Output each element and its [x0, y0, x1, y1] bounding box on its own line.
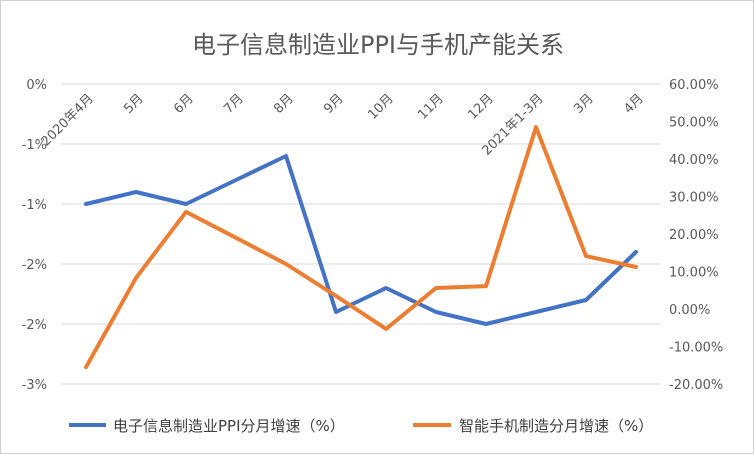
legend-label-ppi: 电子信息制造业PPI分月增速（%）: [113, 417, 345, 435]
left-tick-label: -2%: [22, 318, 47, 333]
right-tick-label: 40.00%: [669, 153, 719, 168]
legend-label-smartphone: 智能手机制造分月增速（%）: [459, 417, 653, 435]
right-tick-label: 20.00%: [669, 228, 719, 243]
chart-title: 电子信息制造业PPI与手机产能关系: [192, 31, 564, 59]
x-tick-label: 2020年4月: [39, 91, 97, 149]
x-tick-label: 5月: [121, 91, 147, 117]
series-line-ppi: [86, 156, 636, 324]
left-tick-label: -3%: [22, 378, 47, 393]
x-tick-label: 11月: [415, 91, 446, 122]
x-tick-label: 9月: [321, 91, 347, 117]
x-tick-label: 7月: [221, 91, 247, 117]
right-tick-label: 0.00%: [669, 303, 710, 318]
left-tick-label: -1%: [22, 198, 47, 213]
right-tick-label: -20.00%: [669, 378, 723, 393]
series-line-smartphone: [86, 127, 636, 367]
legend: 电子信息制造业PPI分月增速（%） 智能手机制造分月增速（%）: [69, 417, 653, 435]
right-tick-label: 10.00%: [669, 266, 719, 281]
right-tick-label: 60.00%: [669, 78, 719, 93]
series-lines: [86, 127, 636, 367]
x-tick-label: 8月: [271, 91, 297, 117]
right-tick-label: 30.00%: [669, 191, 719, 206]
x-tick-label: 10月: [365, 91, 396, 122]
right-tick-label: 50.00%: [669, 116, 719, 131]
right-axis: 60.00% 50.00% 40.00% 30.00% 20.00% 10.00% 0.00…: [669, 78, 723, 393]
x-tick-label: 3月: [571, 91, 597, 117]
left-axis: 0%-1%-1%-2%-2%-3%: [22, 78, 47, 393]
left-tick-label: 0%: [26, 78, 47, 93]
gridlines: [61, 84, 661, 384]
x-tick-label: 6月: [171, 91, 197, 117]
x-tick-label: 12月: [465, 91, 496, 122]
right-tick-label: -10.00%: [669, 341, 723, 356]
left-tick-label: -2%: [22, 258, 47, 273]
x-tick-label: 4月: [621, 91, 647, 117]
